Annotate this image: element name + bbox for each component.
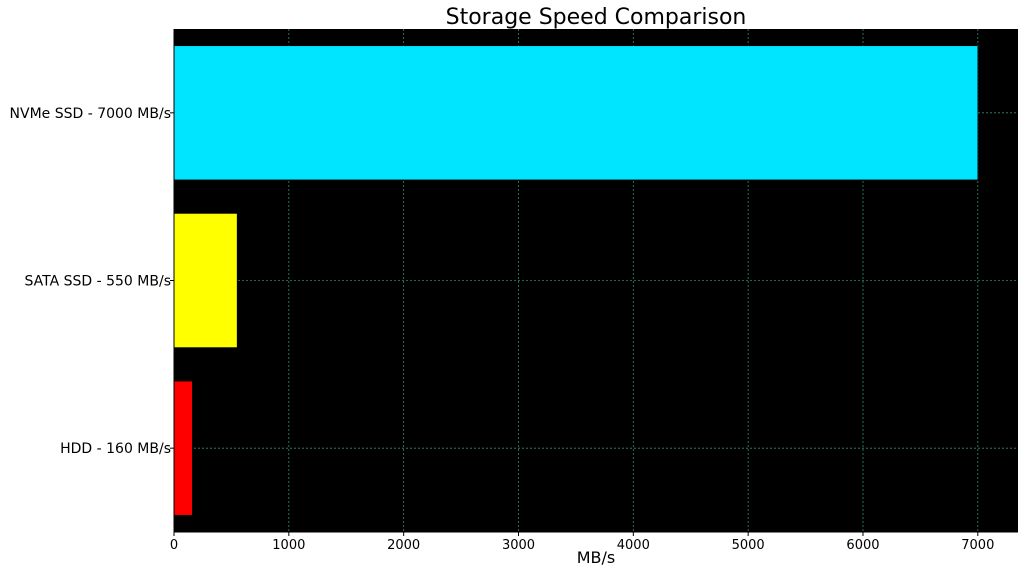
chart-title: Storage Speed Comparison	[446, 5, 747, 30]
x-tick-label: 5000	[732, 538, 765, 553]
y-axis-categories: HDD - 160 MB/s SATA SSD - 550 MB/s NVMe SS…	[10, 106, 174, 457]
x-tick-label: 6000	[846, 538, 879, 553]
x-tick-label: 4000	[617, 538, 650, 553]
bar	[173, 213, 238, 348]
x-tick-label: 2000	[387, 538, 420, 553]
bar	[173, 380, 193, 516]
x-axis-ticks: 0 1000 2000 3000 4000 5000 6000 7000	[170, 532, 994, 553]
y-category-label: NVMe SSD - 7000 MB/s	[10, 106, 171, 122]
x-axis-label: MB/s	[577, 548, 616, 567]
x-tick-label: 0	[170, 538, 178, 553]
x-tick-label: 7000	[961, 538, 994, 553]
x-tick-label: 3000	[502, 538, 535, 553]
y-category-label: HDD - 160 MB/s	[60, 441, 171, 457]
y-category-label: SATA SSD - 550 MB/s	[24, 274, 171, 290]
bars	[173, 45, 979, 516]
x-tick-label: 1000	[272, 538, 305, 553]
bar	[173, 45, 979, 181]
